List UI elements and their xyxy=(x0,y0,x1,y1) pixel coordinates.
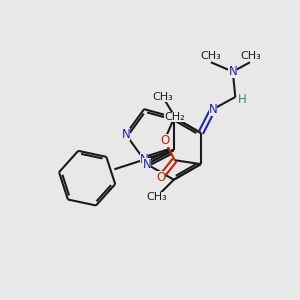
Text: N: N xyxy=(122,128,130,141)
Text: H: H xyxy=(238,93,247,106)
Text: N: N xyxy=(228,65,237,78)
Text: CH₃: CH₃ xyxy=(240,51,261,61)
Text: CH₃: CH₃ xyxy=(200,51,221,61)
Text: O: O xyxy=(156,171,165,184)
Text: N: N xyxy=(140,153,148,166)
Text: CH₃: CH₃ xyxy=(153,92,173,102)
Text: O: O xyxy=(160,134,169,147)
Text: N: N xyxy=(208,103,217,116)
Text: CH₂: CH₂ xyxy=(164,112,185,122)
Text: N: N xyxy=(142,158,151,171)
Text: CH₃: CH₃ xyxy=(146,192,167,202)
